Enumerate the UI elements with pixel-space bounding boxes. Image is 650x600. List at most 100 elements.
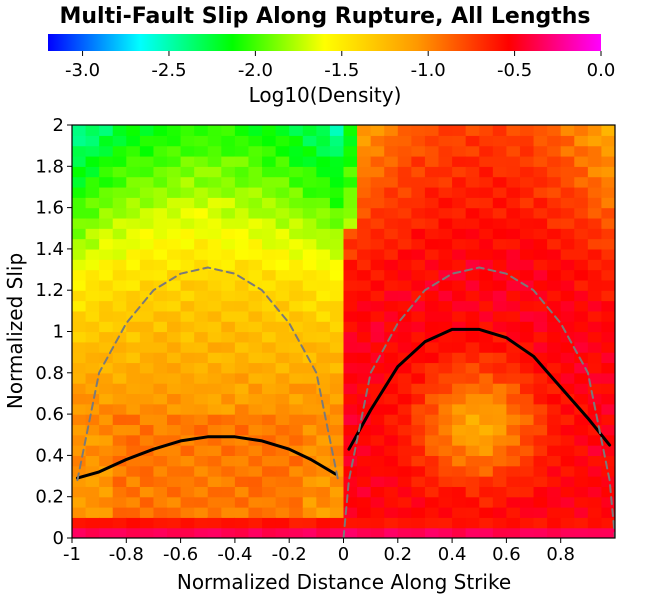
heatmap-cell (221, 527, 236, 538)
y-tick-label: 0.6 (35, 404, 64, 425)
heatmap-cell (452, 145, 467, 157)
heatmap-cell (262, 248, 277, 260)
heatmap-cell (438, 125, 453, 136)
heatmap-cell (560, 476, 575, 487)
heatmap-cell (180, 476, 195, 487)
heatmap-cell (289, 290, 304, 302)
heatmap-cell (424, 228, 440, 240)
heatmap-cell (424, 145, 440, 157)
heatmap-cell (479, 527, 494, 538)
heatmap-cell (370, 372, 385, 384)
heatmap-cell (574, 279, 589, 291)
heatmap-cell (357, 135, 372, 147)
heatmap-cell (492, 372, 507, 384)
heatmap-cell (343, 434, 358, 446)
heatmap-cell (587, 362, 603, 374)
heatmap-cell (329, 290, 345, 302)
heatmap-cell (560, 414, 575, 426)
heatmap-cell (112, 507, 127, 518)
heatmap-cell (275, 290, 290, 302)
heatmap-cell (357, 434, 372, 446)
heatmap-cell (302, 135, 317, 147)
heatmap-cell (207, 321, 222, 333)
heatmap-cell (85, 383, 100, 395)
heatmap-cell (506, 486, 521, 498)
heatmap-cell (167, 465, 182, 477)
heatmap-cell (560, 434, 575, 446)
heatmap-cell (72, 248, 87, 260)
heatmap-cell (85, 145, 100, 157)
heatmap-cell (384, 321, 399, 333)
heatmap-cell (221, 486, 236, 498)
y-tick-label: 0.4 (35, 445, 64, 466)
heatmap-cell (370, 527, 385, 538)
heatmap-cell (99, 310, 114, 322)
heatmap-cell (275, 207, 290, 219)
heatmap-cell (601, 197, 615, 209)
heatmap-cell (533, 476, 548, 487)
heatmap-cell (85, 310, 100, 322)
heatmap-cell (289, 228, 304, 240)
heatmap-cell (438, 300, 453, 312)
heatmap-cell (397, 393, 412, 405)
heatmap-cell (248, 279, 263, 291)
heatmap-cell (275, 393, 290, 405)
heatmap-cell (560, 424, 575, 436)
heatmap-cell (194, 279, 209, 291)
heatmap-cell (397, 414, 412, 426)
heatmap-cell (248, 300, 263, 312)
heatmap-cell (533, 414, 548, 426)
heatmap-cell (357, 166, 372, 178)
heatmap-cell (302, 166, 317, 178)
heatmap-cell (207, 496, 222, 508)
heatmap-cell (329, 352, 345, 364)
heatmap-cell (343, 496, 358, 508)
heatmap-cell (112, 228, 127, 240)
heatmap-cell (411, 269, 426, 281)
heatmap-cell (234, 527, 250, 538)
heatmap-cell (343, 125, 358, 136)
heatmap-cell (506, 403, 521, 415)
heatmap-cell (479, 269, 494, 281)
heatmap-cell (465, 434, 480, 446)
heatmap-cell (397, 125, 412, 136)
heatmap-cell (275, 279, 290, 291)
heatmap-cell (343, 341, 358, 353)
heatmap-cell (302, 290, 317, 302)
heatmap-cell (370, 145, 385, 157)
heatmap-cell (329, 331, 345, 343)
heatmap-cell (479, 341, 494, 353)
heatmap-cell (370, 300, 385, 312)
heatmap-cell (533, 434, 548, 446)
colorbar-tick-label: -1.0 (411, 60, 446, 81)
heatmap-cell (519, 135, 535, 147)
heatmap-cell (234, 145, 250, 157)
heatmap-cell (424, 207, 440, 219)
heatmap-cell (85, 476, 100, 487)
heatmap-cell (221, 166, 236, 178)
heatmap-cell (506, 507, 521, 518)
heatmap-cell (370, 125, 385, 136)
heatmap-cell (424, 269, 440, 281)
heatmap-cell (492, 486, 507, 498)
heatmap-cell (302, 383, 317, 395)
heatmap-cell (248, 476, 263, 487)
heatmap-cell (194, 125, 209, 136)
heatmap-cell (167, 445, 182, 456)
heatmap-cell (465, 476, 480, 487)
heatmap-cell (343, 197, 358, 209)
heatmap-cell (221, 341, 236, 353)
heatmap-cell (112, 155, 127, 167)
heatmap-cell (289, 279, 304, 291)
heatmap-cell (234, 383, 250, 395)
heatmap-cell (153, 135, 168, 147)
heatmap-cell (275, 414, 290, 426)
heatmap-cell (72, 331, 87, 343)
heatmap-cell (519, 434, 535, 446)
heatmap-cell (397, 507, 412, 518)
heatmap-cell (262, 135, 277, 147)
heatmap-cell (601, 228, 615, 240)
heatmap-cell (492, 217, 507, 229)
heatmap-cell (343, 186, 358, 198)
heatmap-cell (289, 341, 304, 353)
